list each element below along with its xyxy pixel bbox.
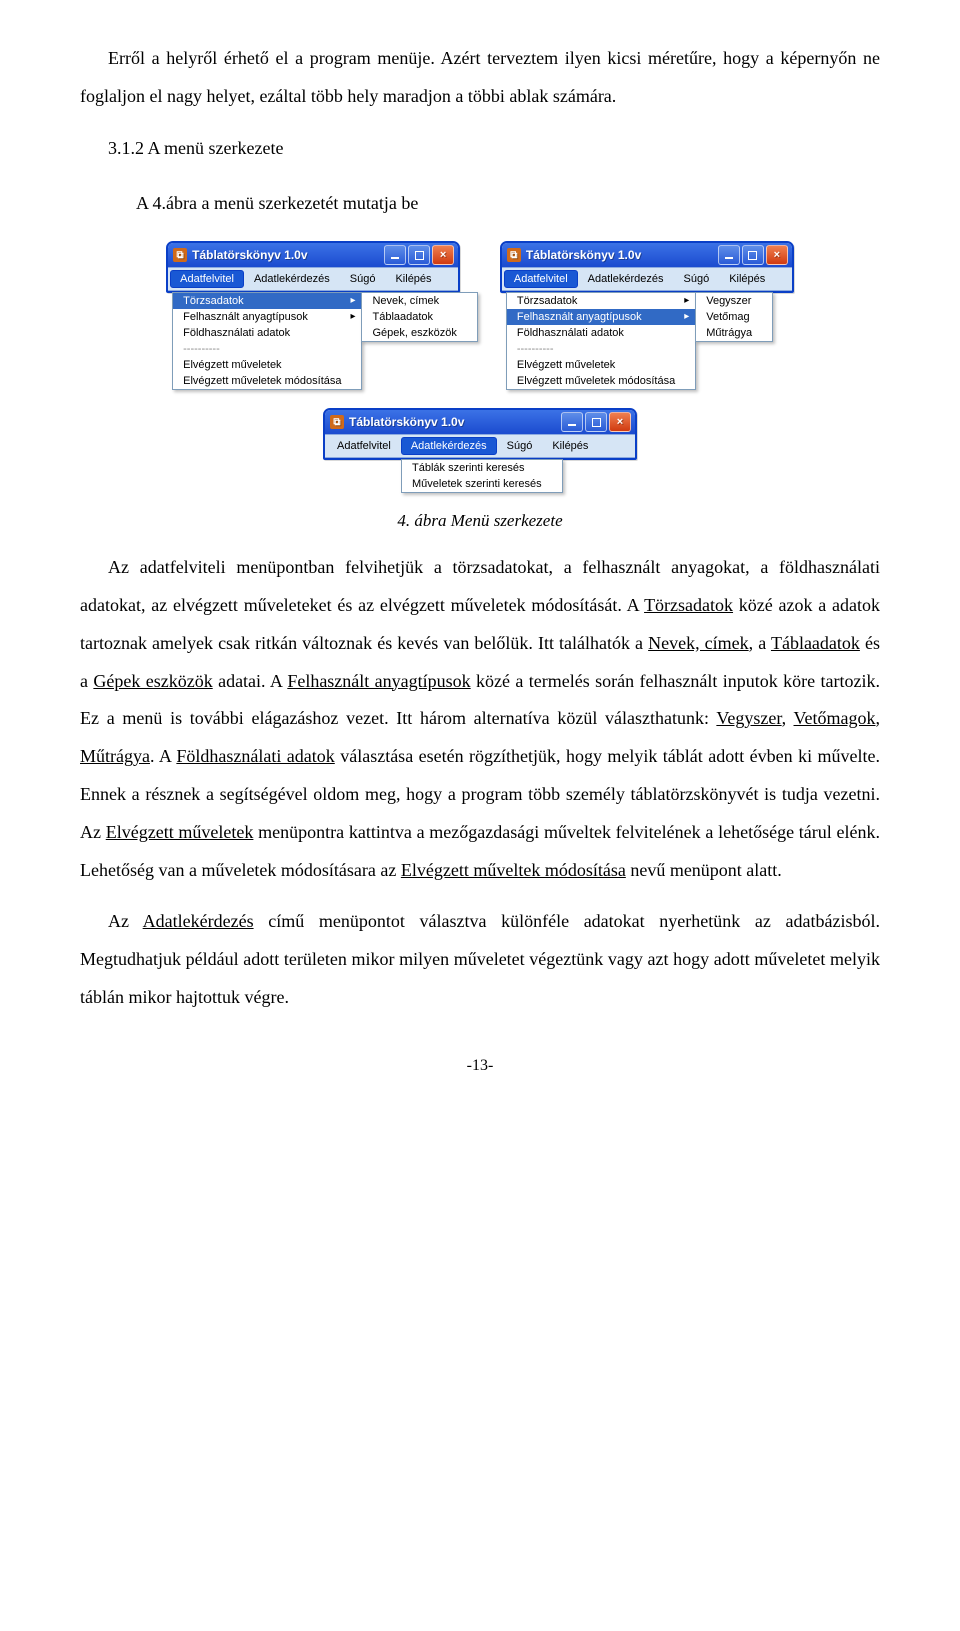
underlined-term: Felhasznált anyagtípusok (287, 671, 470, 691)
menu-adatfelvitel[interactable]: Adatfelvitel (170, 270, 244, 288)
underlined-term: Elvégzett műveletek (106, 822, 254, 842)
dropdown-menu: VegyszerVetőmagMűtrágya (695, 292, 773, 342)
intro-paragraph: Erről a helyről érhető el a program menü… (80, 40, 880, 116)
menubar: AdatfelvitelAdatlekérdezésSúgóKilépés (325, 434, 635, 458)
window-3: ⧉Táblatörskönyv 1.0v×AdatfelvitelAdatlek… (323, 408, 637, 493)
underlined-term: Táblaadatok (771, 633, 860, 653)
dropdown-menu: TörzsadatokFelhasznált anyagtípusokFöldh… (172, 292, 362, 390)
menu-item[interactable]: Táblaadatok (362, 309, 476, 325)
menu-item[interactable]: Földhasználati adatok (173, 325, 361, 341)
minimize-button[interactable] (718, 245, 740, 265)
menu-súgó[interactable]: Súgó (497, 437, 543, 455)
menu-item[interactable]: Törzsadatok (507, 293, 695, 309)
window-title: Táblatörskönyv 1.0v (349, 415, 464, 429)
menu-item[interactable]: Elvégzett műveletek (173, 357, 361, 373)
minimize-button[interactable] (384, 245, 406, 265)
menu-kilépés[interactable]: Kilépés (385, 270, 441, 288)
figure-row-2: ⧉Táblatörskönyv 1.0v×AdatfelvitelAdatlek… (80, 408, 880, 493)
dropdown-menu: TörzsadatokFelhasznált anyagtípusokFöldh… (506, 292, 696, 390)
menu-kilépés[interactable]: Kilépés (719, 270, 775, 288)
maximize-button[interactable] (585, 412, 607, 432)
menubar: AdatfelvitelAdatlekérdezésSúgóKilépés (168, 267, 458, 291)
window-title: Táblatörskönyv 1.0v (192, 248, 307, 262)
menu-súgó[interactable]: Súgó (340, 270, 386, 288)
body-paragraph-2: Az Adatlekérdezés című menüpontot válasz… (80, 903, 880, 1016)
xp-window: ⧉Táblatörskönyv 1.0v×AdatfelvitelAdatlek… (166, 241, 460, 293)
menu-item[interactable]: Vetőmag (696, 309, 772, 325)
underlined-term: Földhasználati adatok (176, 746, 334, 766)
menu-item[interactable]: Elvégzett műveletek módosítása (507, 373, 695, 389)
dropdown-menu: Nevek, címekTáblaadatokGépek, eszközök (361, 292, 477, 342)
menu-adatfelvitel[interactable]: Adatfelvitel (504, 270, 578, 288)
page-number: -13- (80, 1057, 880, 1075)
menu-separator-text: ---------- (507, 341, 695, 357)
menu-item[interactable]: Felhasznált anyagtípusok (173, 309, 361, 325)
section-heading: 3.1.2 A menü szerkezete (80, 130, 880, 168)
app-icon: ⧉ (330, 415, 344, 429)
dropdown-menu: Táblák szerinti keresésMűveletek szerint… (401, 459, 563, 493)
menu-item[interactable]: Táblák szerinti keresés (402, 460, 562, 476)
window-title: Táblatörskönyv 1.0v (526, 248, 641, 262)
app-icon: ⧉ (507, 248, 521, 262)
menu-item[interactable]: Felhasznált anyagtípusok (507, 309, 695, 325)
menu-kilépés[interactable]: Kilépés (542, 437, 598, 455)
menu-item[interactable]: Földhasználati adatok (507, 325, 695, 341)
figure-lead-in: A 4.ábra a menü szerkezetét mutatja be (80, 185, 880, 223)
close-button[interactable]: × (766, 245, 788, 265)
titlebar[interactable]: ⧉ Táblatörskönyv 1.0v × (502, 243, 792, 267)
app-icon: ⧉ (173, 248, 187, 262)
underlined-term: Adatlekérdezés (143, 911, 254, 931)
menu-separator-text: ---------- (173, 341, 361, 357)
close-button[interactable]: × (432, 245, 454, 265)
window-2: ⧉Táblatörskönyv 1.0v×AdatfelvitelAdatlek… (500, 241, 794, 390)
underlined-term: Vetőmagok (794, 708, 876, 728)
menu-item[interactable]: Elvégzett műveletek módosítása (173, 373, 361, 389)
menu-adatlekérdezés[interactable]: Adatlekérdezés (244, 270, 340, 288)
underlined-term: Műtrágya (80, 746, 150, 766)
menu-item[interactable]: Gépek, eszközök (362, 325, 476, 341)
menu-item[interactable]: Vegyszer (696, 293, 772, 309)
close-button[interactable]: × (609, 412, 631, 432)
body-paragraph-1: Az adatfelviteli menüpontban felvihetjük… (80, 549, 880, 889)
menu-item[interactable]: Elvégzett műveletek (507, 357, 695, 373)
underlined-term: Vegyszer (716, 708, 781, 728)
underlined-term: Gépek eszközök (93, 671, 212, 691)
maximize-button[interactable] (742, 245, 764, 265)
menu-item[interactable]: Műtrágya (696, 325, 772, 341)
titlebar[interactable]: ⧉ Táblatörskönyv 1.0v × (168, 243, 458, 267)
maximize-button[interactable] (408, 245, 430, 265)
window-1: ⧉Táblatörskönyv 1.0v×AdatfelvitelAdatlek… (166, 241, 478, 390)
menu-item[interactable]: Nevek, címek (362, 293, 476, 309)
minimize-button[interactable] (561, 412, 583, 432)
menu-item[interactable]: Törzsadatok (173, 293, 361, 309)
menu-item[interactable]: Műveletek szerinti keresés (402, 476, 562, 492)
titlebar[interactable]: ⧉ Táblatörskönyv 1.0v × (325, 410, 635, 434)
menu-adatfelvitel[interactable]: Adatfelvitel (327, 437, 401, 455)
underlined-term: Nevek, címek (648, 633, 749, 653)
menu-adatlekérdezés[interactable]: Adatlekérdezés (578, 270, 674, 288)
xp-window: ⧉Táblatörskönyv 1.0v×AdatfelvitelAdatlek… (323, 408, 637, 460)
figure-caption: 4. ábra Menü szerkezete (80, 511, 880, 531)
menubar: AdatfelvitelAdatlekérdezésSúgóKilépés (502, 267, 792, 291)
menu-súgó[interactable]: Súgó (674, 270, 720, 288)
underlined-term: Elvégzett műveltek módosítása (401, 860, 626, 880)
underlined-term: Törzsadatok (644, 595, 733, 615)
xp-window: ⧉Táblatörskönyv 1.0v×AdatfelvitelAdatlek… (500, 241, 794, 293)
figure-row-1: ⧉Táblatörskönyv 1.0v×AdatfelvitelAdatlek… (80, 241, 880, 390)
menu-adatlekérdezés[interactable]: Adatlekérdezés (401, 437, 497, 455)
